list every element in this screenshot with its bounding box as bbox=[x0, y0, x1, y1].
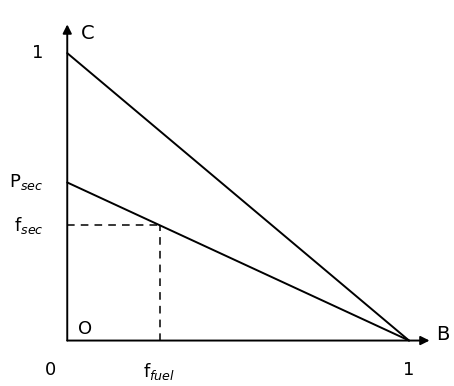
Text: O: O bbox=[78, 320, 92, 338]
Text: P$_{sec}$: P$_{sec}$ bbox=[9, 173, 43, 193]
Text: 0: 0 bbox=[44, 361, 56, 379]
Text: f$_{sec}$: f$_{sec}$ bbox=[14, 215, 43, 235]
Text: 1: 1 bbox=[32, 44, 43, 62]
Text: 1: 1 bbox=[403, 361, 415, 379]
Text: B: B bbox=[436, 325, 450, 344]
Text: f$_{fuel}$: f$_{fuel}$ bbox=[143, 361, 176, 382]
Text: C: C bbox=[81, 24, 94, 42]
